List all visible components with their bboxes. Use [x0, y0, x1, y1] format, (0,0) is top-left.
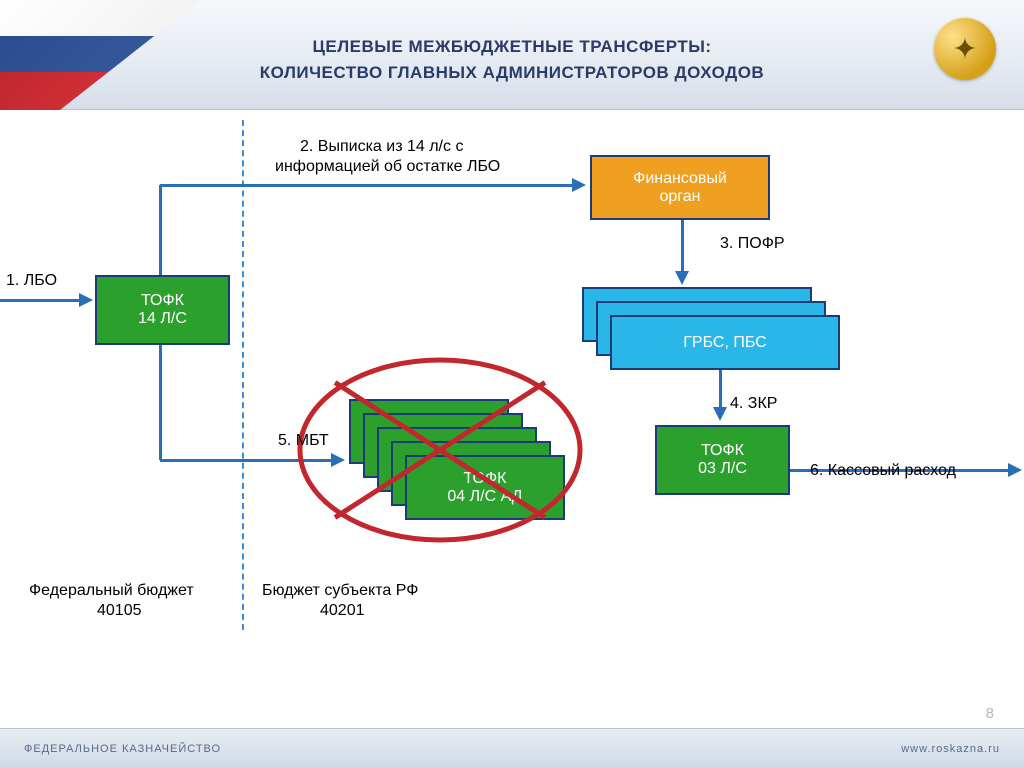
- label-l1: 1. ЛБО: [6, 272, 57, 290]
- arrow-head-icon: [713, 407, 727, 421]
- title-line-2: КОЛИЧЕСТВО ГЛАВНЫХ АДМИНИСТРАТОРОВ ДОХОД…: [260, 63, 764, 82]
- node-label: ГРБС, ПБС: [683, 334, 766, 352]
- page-number: 8: [986, 705, 994, 722]
- arrow-segment: [0, 299, 81, 302]
- header-band: ✦ ЦЕЛЕВЫЕ МЕЖБЮДЖЕТНЫЕ ТРАНСФЕРТЫ: КОЛИЧ…: [0, 0, 1024, 110]
- arrow-head-icon: [79, 293, 93, 307]
- label-fed1: Федеральный бюджет: [29, 582, 194, 600]
- node-label: ТОФК: [141, 292, 184, 310]
- title-line-1: ЦЕЛЕВЫЕ МЕЖБЮДЖЕТНЫЕ ТРАНСФЕРТЫ:: [312, 37, 711, 56]
- node-label: орган: [659, 188, 700, 206]
- arrow-segment: [159, 345, 162, 460]
- node-label: ТОФК: [701, 442, 744, 460]
- arrow-segment: [681, 220, 684, 273]
- label-l6: 6. Кассовый расход: [810, 462, 956, 480]
- arrow-head-icon: [675, 271, 689, 285]
- label-sub1: Бюджет субъекта РФ: [262, 582, 418, 600]
- label-sub2: 40201: [320, 602, 365, 620]
- label-fed2: 40105: [97, 602, 142, 620]
- label-l5: 5. МБТ: [278, 432, 329, 450]
- node-finorgan: Финансовыйорган: [590, 155, 770, 220]
- node-label: Финансовый: [633, 170, 727, 188]
- footer: ФЕДЕРАЛЬНОЕ КАЗНАЧЕЙСТВО www.roskazna.ru: [0, 728, 1024, 768]
- label-l2a: 2. Выписка из 14 л/с с: [300, 138, 463, 156]
- arrow-head-icon: [572, 178, 586, 192]
- boundary-dashed-line: [242, 120, 244, 630]
- page-title: ЦЕЛЕВЫЕ МЕЖБЮДЖЕТНЫЕ ТРАНСФЕРТЫ: КОЛИЧЕС…: [0, 34, 1024, 85]
- arrow-segment: [160, 184, 574, 187]
- node-label: 03 Л/С: [698, 460, 747, 478]
- node-label: 14 Л/С: [138, 310, 187, 328]
- node-tofk14: ТОФК14 Л/С: [95, 275, 230, 345]
- arrow-head-icon: [1008, 463, 1022, 477]
- node-grbs: ГРБС, ПБС: [610, 315, 840, 370]
- label-l4: 4. ЗКР: [730, 395, 777, 413]
- footer-right: www.roskazna.ru: [901, 743, 1000, 755]
- crossed-out-icon: [290, 350, 590, 550]
- diagram-canvas: ТОФК14 Л/СФинансовыйорганГРБС, ПБСТОФК04…: [0, 110, 1024, 728]
- node-tofk03: ТОФК03 Л/С: [655, 425, 790, 495]
- label-l2b: информацией об остатке ЛБО: [275, 158, 500, 176]
- arrow-segment: [159, 185, 162, 275]
- arrow-segment: [719, 370, 722, 409]
- footer-left: ФЕДЕРАЛЬНОЕ КАЗНАЧЕЙСТВО: [24, 743, 221, 755]
- label-l3: 3. ПОФР: [720, 235, 785, 253]
